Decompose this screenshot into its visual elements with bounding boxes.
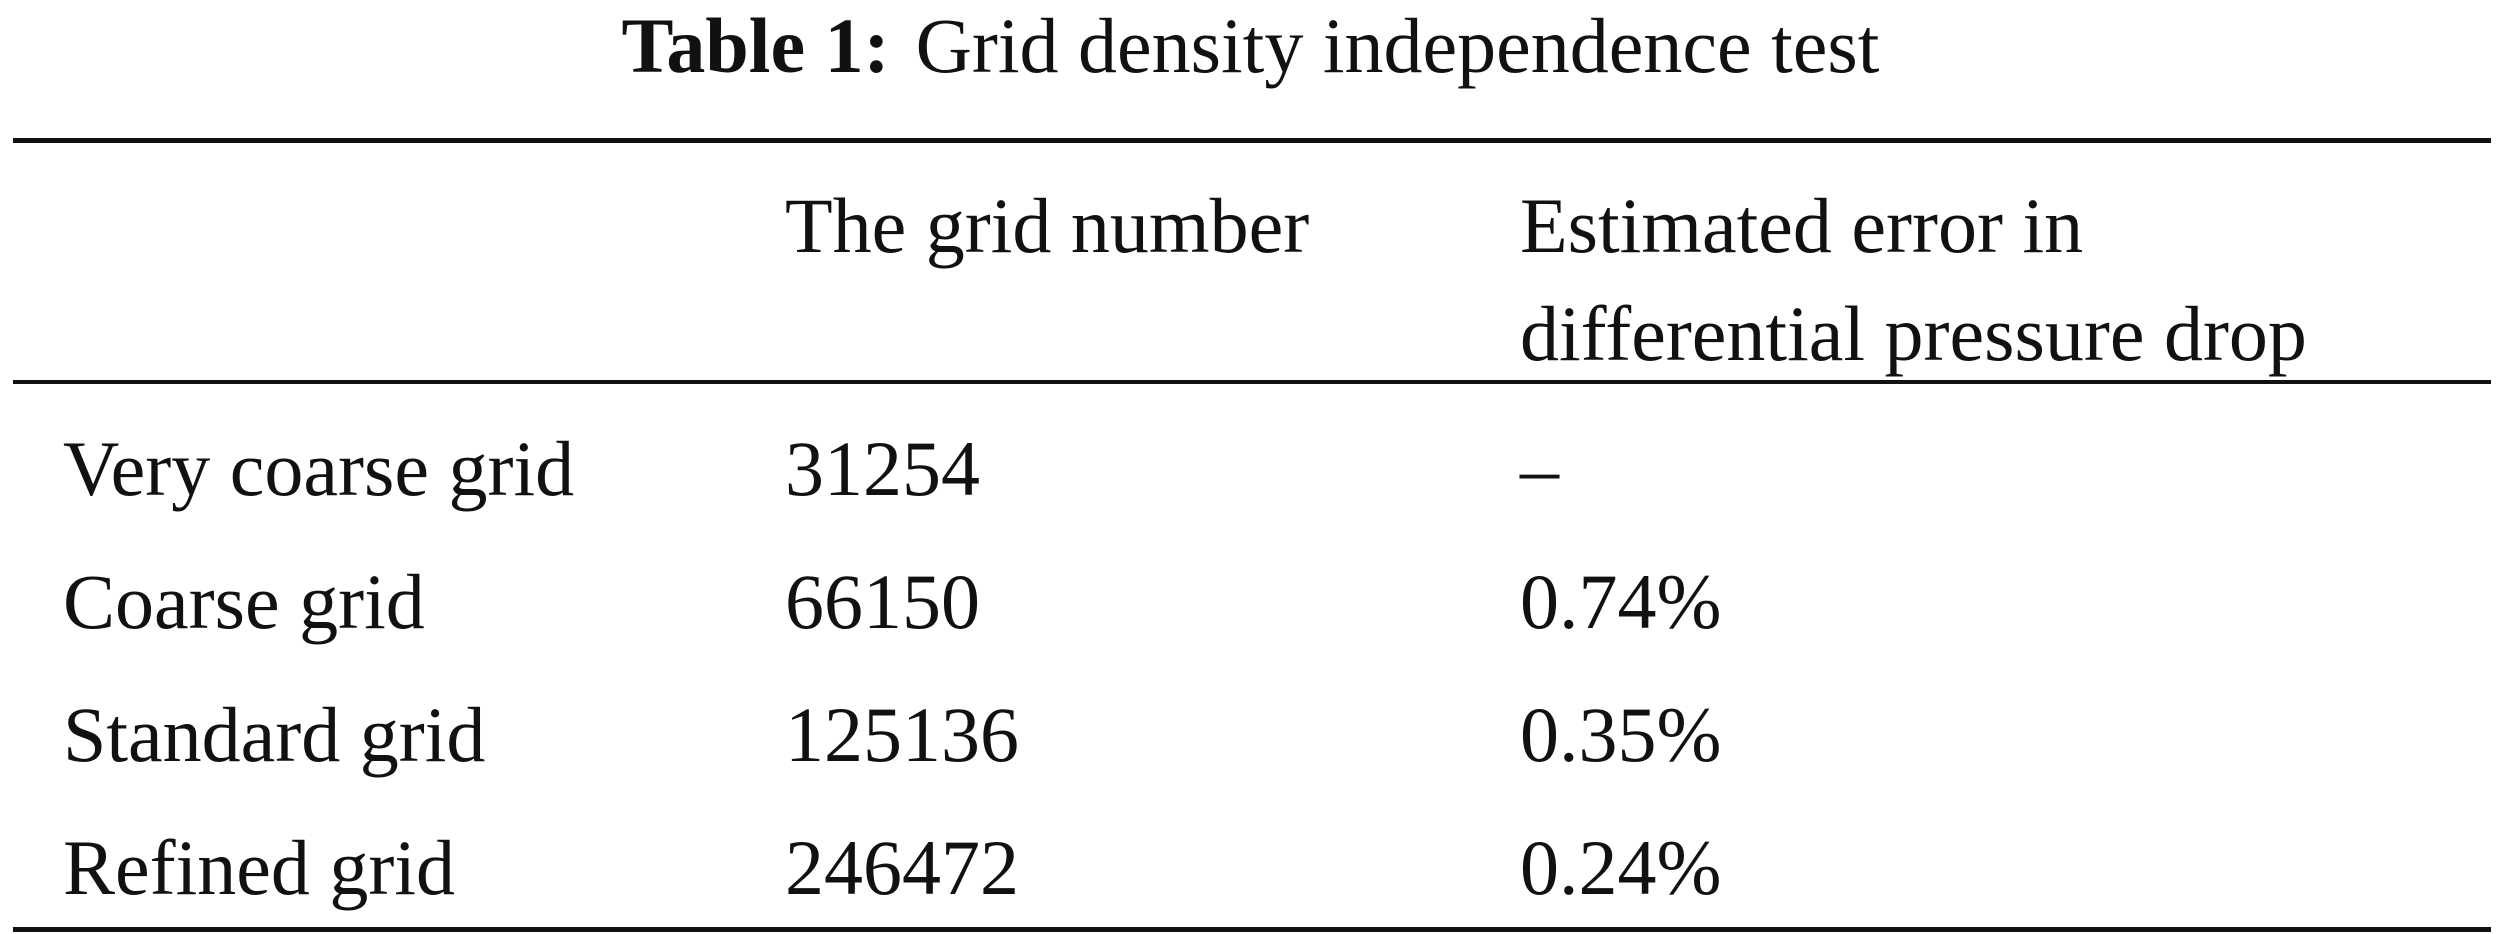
row-error: 0.74%: [1520, 558, 1722, 645]
row-grid-number: 31254: [785, 425, 980, 512]
row-grid-number: 125136: [785, 691, 1019, 778]
row-label: Very coarse grid: [63, 425, 575, 512]
row-label: Coarse grid: [63, 558, 425, 645]
caption-text: Grid density independence test: [915, 2, 1880, 89]
table-bottom-rule: [13, 927, 2491, 932]
row-grid-number: 246472: [785, 824, 1019, 911]
header-estimated-error-line2: differential pressure drop: [1520, 290, 2307, 377]
row-grid-number: 66150: [785, 558, 980, 645]
table-caption: Table 1: Grid density independence test: [0, 0, 2501, 92]
row-label: Refined grid: [63, 824, 456, 911]
header-grid-number: The grid number: [785, 182, 1310, 269]
row-error: –: [1520, 425, 1559, 512]
header-estimated-error-line1: Estimated error in: [1520, 182, 2084, 269]
row-error: 0.35%: [1520, 691, 1722, 778]
caption-label: Table 1:: [621, 2, 890, 89]
row-error: 0.24%: [1520, 824, 1722, 911]
row-label: Standard grid: [63, 691, 486, 778]
table-top-rule: [13, 138, 2491, 143]
table-header-rule: [13, 380, 2491, 384]
